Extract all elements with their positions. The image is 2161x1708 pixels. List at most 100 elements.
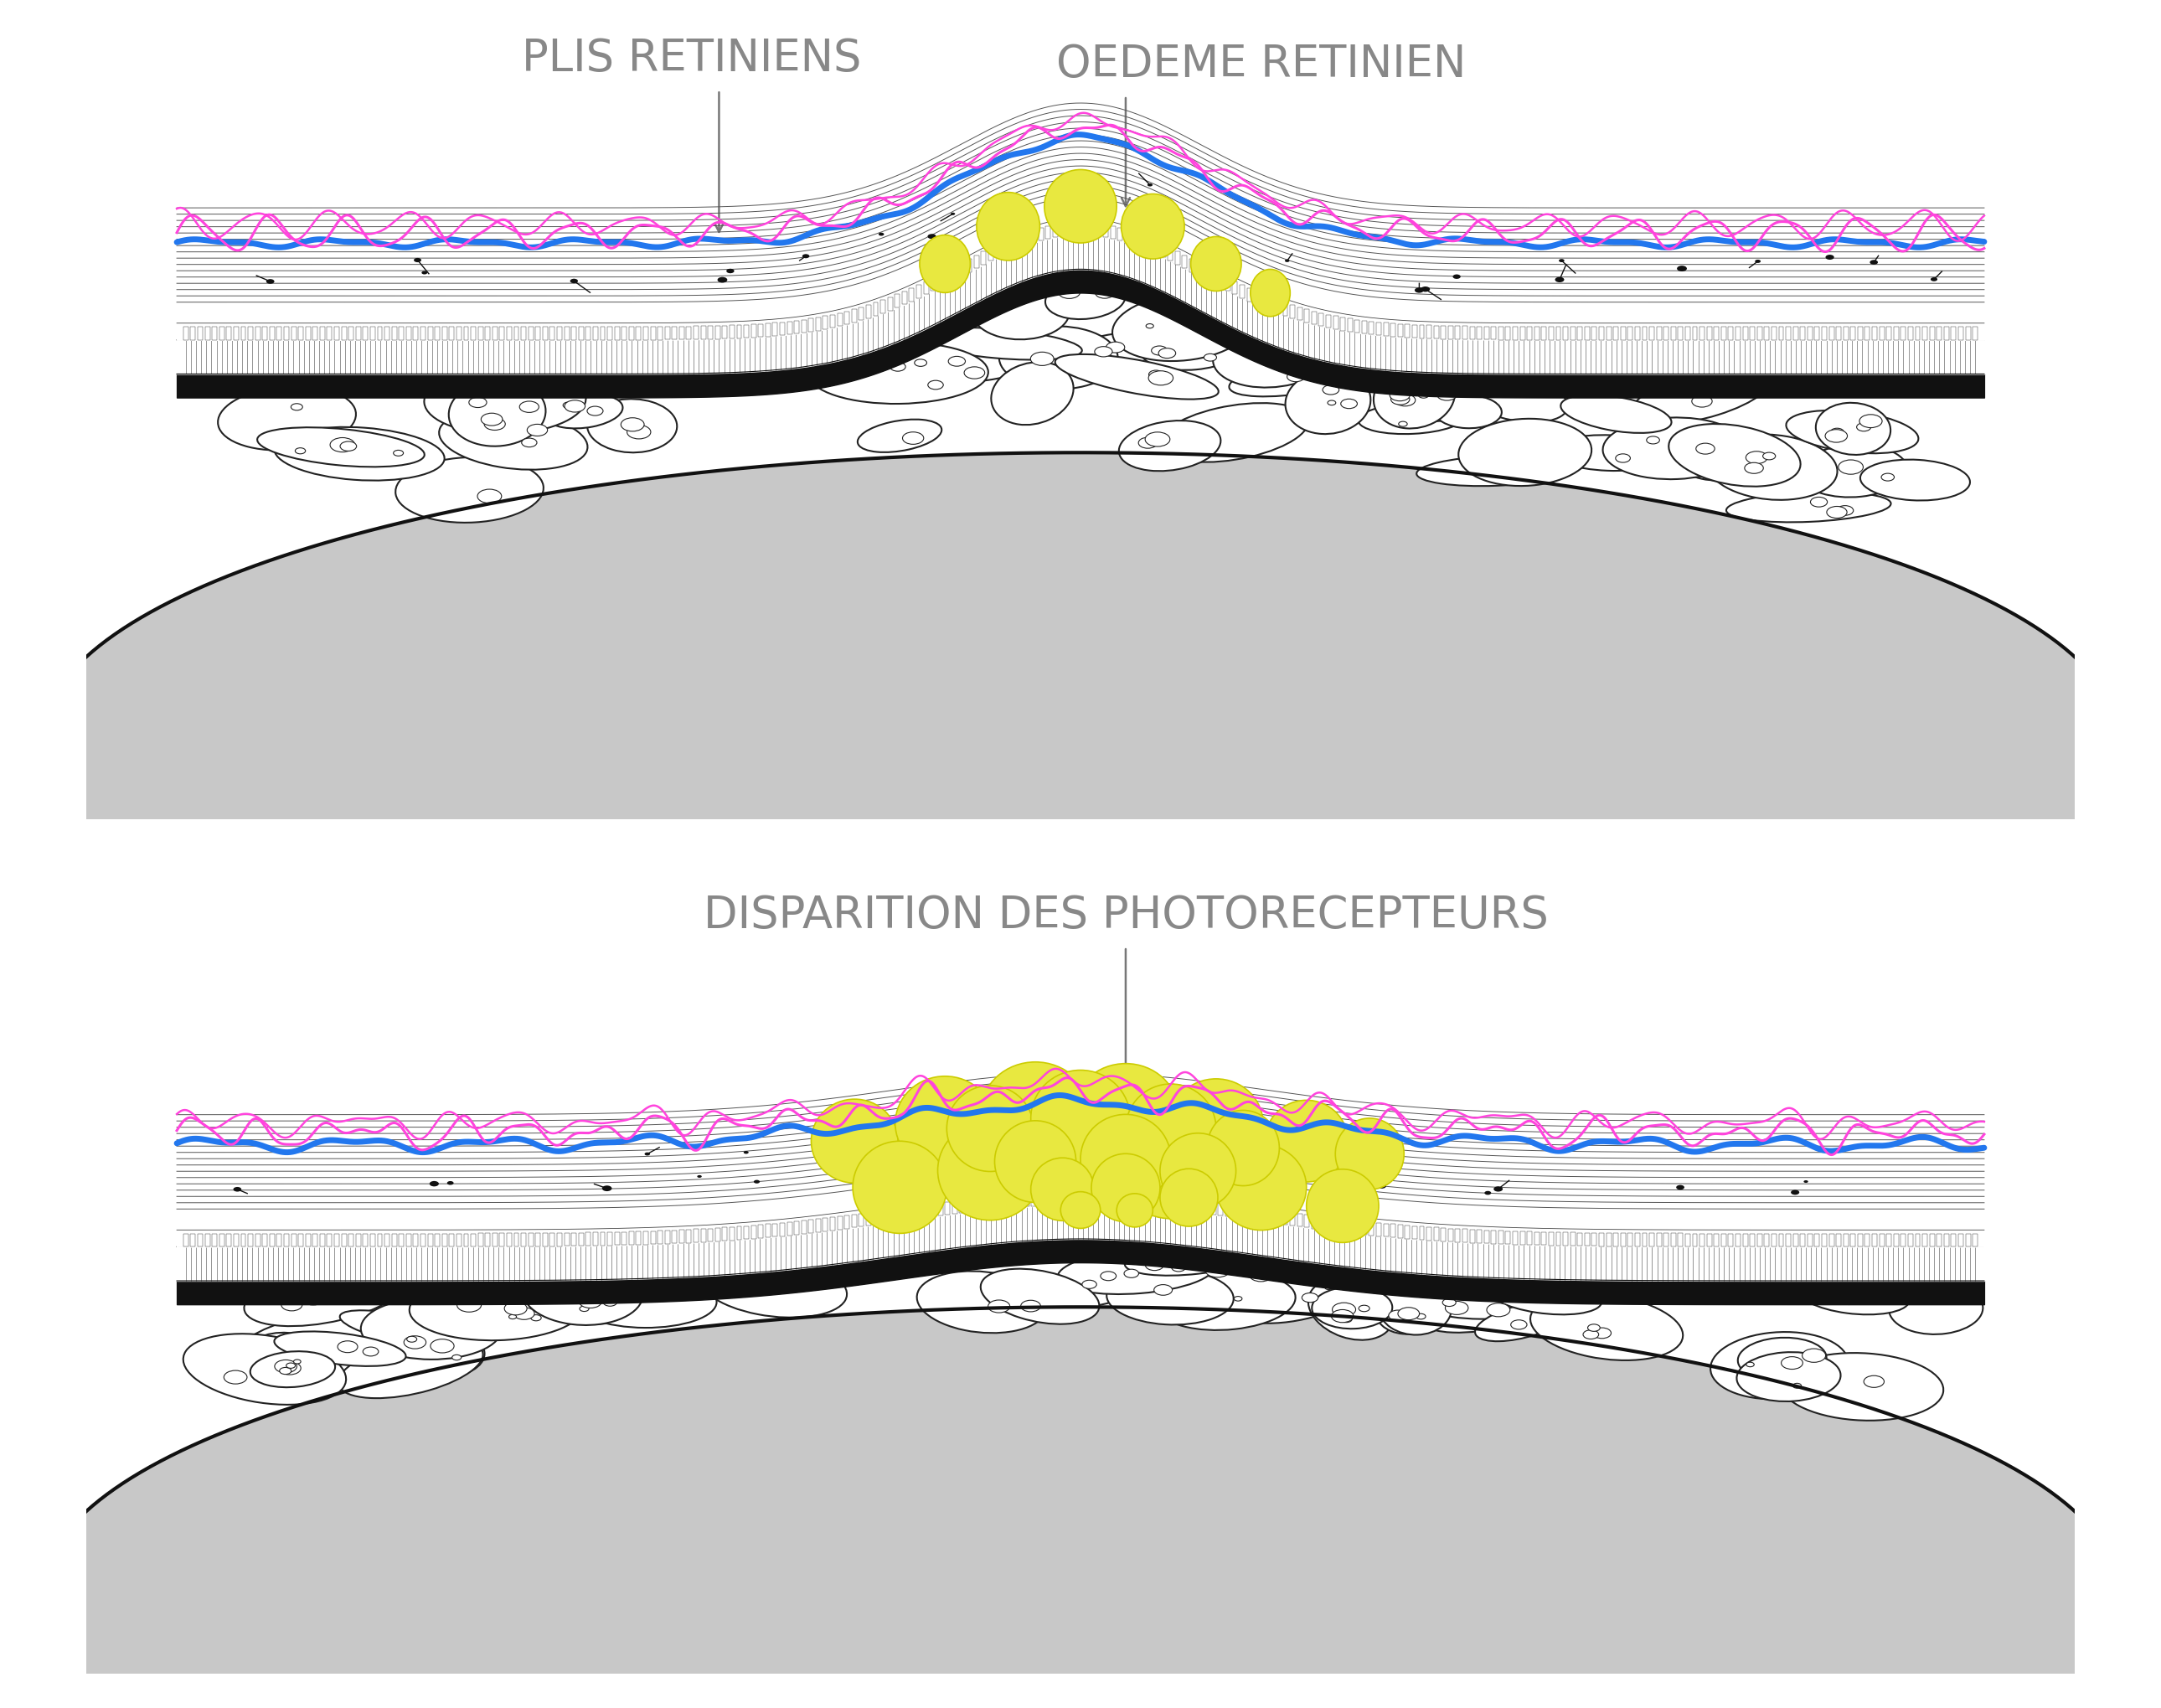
Ellipse shape	[1379, 1281, 1452, 1336]
Bar	[1828, 328, 1835, 340]
Bar	[1485, 328, 1489, 340]
Bar	[931, 1204, 936, 1216]
Bar	[1031, 231, 1037, 244]
Ellipse shape	[1467, 376, 1567, 424]
Bar	[1225, 1204, 1230, 1216]
Bar	[765, 1225, 769, 1238]
Bar	[1679, 1233, 1683, 1247]
Circle shape	[1147, 372, 1173, 386]
Ellipse shape	[1889, 1283, 1984, 1334]
Circle shape	[1420, 287, 1431, 292]
Bar	[1750, 328, 1755, 340]
Bar	[571, 1233, 577, 1247]
Bar	[341, 328, 346, 340]
Ellipse shape	[1080, 1115, 1171, 1204]
Bar	[836, 314, 843, 326]
Bar	[199, 328, 203, 340]
Bar	[1068, 1192, 1072, 1206]
Ellipse shape	[1024, 1110, 1137, 1216]
Bar	[1945, 1233, 1949, 1247]
Bar	[1534, 328, 1539, 340]
Bar	[1951, 1233, 1956, 1247]
Circle shape	[413, 258, 421, 263]
Bar	[298, 328, 303, 340]
Circle shape	[743, 1151, 748, 1155]
Circle shape	[421, 272, 428, 275]
Bar	[1606, 328, 1612, 340]
Circle shape	[1791, 1190, 1800, 1196]
Bar	[1197, 1201, 1202, 1213]
Ellipse shape	[707, 1269, 804, 1308]
Bar	[1340, 318, 1346, 331]
Ellipse shape	[242, 1332, 322, 1383]
Bar	[780, 323, 784, 336]
Bar	[966, 1199, 972, 1213]
Bar	[270, 328, 274, 340]
Ellipse shape	[1476, 1301, 1571, 1341]
Bar	[357, 1233, 361, 1247]
Bar	[1757, 328, 1761, 340]
Bar	[564, 328, 568, 340]
Circle shape	[1106, 343, 1124, 354]
Bar	[1923, 328, 1928, 340]
Ellipse shape	[808, 343, 988, 405]
Bar	[1009, 1196, 1016, 1208]
Bar	[981, 253, 985, 265]
Bar	[1513, 1231, 1517, 1245]
Bar	[836, 1216, 843, 1230]
Ellipse shape	[1031, 1158, 1093, 1221]
Bar	[478, 1233, 482, 1247]
Circle shape	[988, 1300, 1009, 1313]
Circle shape	[1340, 400, 1357, 410]
Ellipse shape	[1390, 364, 1482, 422]
Bar	[1448, 326, 1452, 340]
Bar	[1843, 328, 1848, 340]
Bar	[521, 328, 525, 340]
Bar	[1491, 328, 1495, 340]
Circle shape	[482, 413, 504, 427]
Bar	[233, 328, 238, 340]
Bar	[1729, 1233, 1733, 1247]
Bar	[1189, 260, 1195, 273]
Ellipse shape	[858, 420, 942, 453]
Bar	[391, 328, 398, 340]
Bar	[867, 1213, 871, 1226]
Circle shape	[1511, 1320, 1528, 1329]
Bar	[1398, 1225, 1402, 1238]
Bar	[650, 328, 655, 340]
Ellipse shape	[1286, 371, 1370, 434]
Bar	[1491, 1231, 1495, 1243]
Bar	[1405, 325, 1409, 338]
Bar	[335, 1233, 339, 1247]
Circle shape	[1677, 1185, 1683, 1190]
Bar	[996, 244, 1001, 258]
Bar	[1383, 1225, 1387, 1237]
Bar	[1305, 1214, 1310, 1228]
Circle shape	[1811, 497, 1828, 507]
Bar	[218, 1233, 225, 1247]
Circle shape	[1837, 506, 1854, 516]
Bar	[184, 1233, 188, 1247]
Bar	[1657, 328, 1662, 340]
Bar	[1599, 1233, 1603, 1247]
Ellipse shape	[1160, 1168, 1219, 1226]
Bar	[1893, 1233, 1900, 1247]
Ellipse shape	[553, 1290, 635, 1324]
Circle shape	[294, 1360, 300, 1365]
Ellipse shape	[1117, 1194, 1152, 1228]
Ellipse shape	[1737, 1337, 1826, 1380]
Bar	[1160, 244, 1165, 258]
Bar	[1383, 323, 1387, 336]
Circle shape	[1696, 444, 1714, 454]
Ellipse shape	[1861, 459, 1971, 500]
Circle shape	[447, 1182, 454, 1185]
Bar	[586, 1233, 590, 1245]
Circle shape	[292, 405, 303, 412]
Ellipse shape	[981, 1062, 1089, 1161]
Bar	[1871, 1233, 1878, 1247]
Bar	[851, 1214, 856, 1228]
Circle shape	[1666, 384, 1679, 391]
Ellipse shape	[1547, 1313, 1632, 1344]
Bar	[1534, 1231, 1539, 1245]
Circle shape	[1096, 347, 1113, 357]
